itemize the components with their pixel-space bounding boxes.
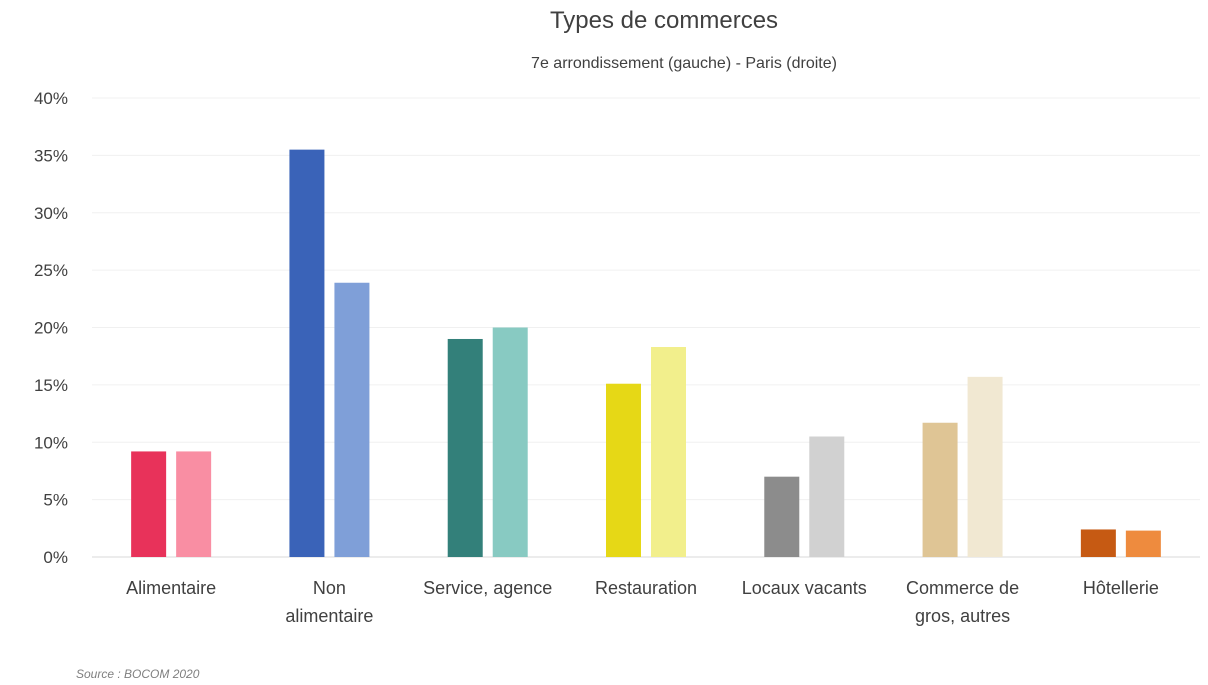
bar xyxy=(1080,529,1116,557)
bar xyxy=(1125,530,1161,557)
bar xyxy=(764,476,800,557)
source-note: Source : BOCOM 2020 xyxy=(76,667,200,681)
chart-subtitle: 7e arrondissement (gauche) - Paris (droi… xyxy=(531,55,837,72)
x-tick-label: Restauration xyxy=(595,578,697,598)
y-tick-label: 0% xyxy=(43,548,68,567)
bar xyxy=(922,422,958,557)
y-tick-label: 40% xyxy=(34,89,68,108)
y-tick-label: 15% xyxy=(34,376,68,395)
bar xyxy=(492,327,528,557)
bar xyxy=(606,383,641,557)
x-tick-label: gros, autres xyxy=(915,606,1010,626)
y-tick-label: 10% xyxy=(34,433,68,452)
bar xyxy=(176,451,212,557)
bar xyxy=(289,149,325,557)
chart-title: Types de commerces xyxy=(550,7,778,34)
bar xyxy=(651,347,686,557)
x-tick-label: Alimentaire xyxy=(126,578,216,598)
bars xyxy=(131,149,1161,557)
y-tick-label: 25% xyxy=(34,261,68,280)
x-tick-label: Commerce de xyxy=(906,578,1019,598)
bar xyxy=(334,282,370,557)
y-axis-ticks: 0% 5% 10% 15% 20% 25% 30% 35% 40% xyxy=(34,89,68,567)
x-tick-label: Hôtellerie xyxy=(1083,578,1159,598)
y-tick-label: 35% xyxy=(34,146,68,165)
bar xyxy=(809,436,845,557)
y-tick-label: 20% xyxy=(34,319,68,338)
bar xyxy=(131,451,167,557)
bar xyxy=(447,338,483,557)
bar xyxy=(967,376,1003,557)
x-tick-label: Service, agence xyxy=(423,578,552,598)
y-tick-label: 30% xyxy=(34,204,68,223)
x-axis-labels: Alimentaire Non alimentaire Service, agence… xyxy=(126,578,1159,626)
x-tick-label: Non xyxy=(313,578,346,598)
gridlines xyxy=(92,97,1200,558)
x-tick-label: alimentaire xyxy=(285,606,373,626)
x-tick-label: Locaux vacants xyxy=(742,578,867,598)
y-tick-label: 5% xyxy=(43,491,68,510)
